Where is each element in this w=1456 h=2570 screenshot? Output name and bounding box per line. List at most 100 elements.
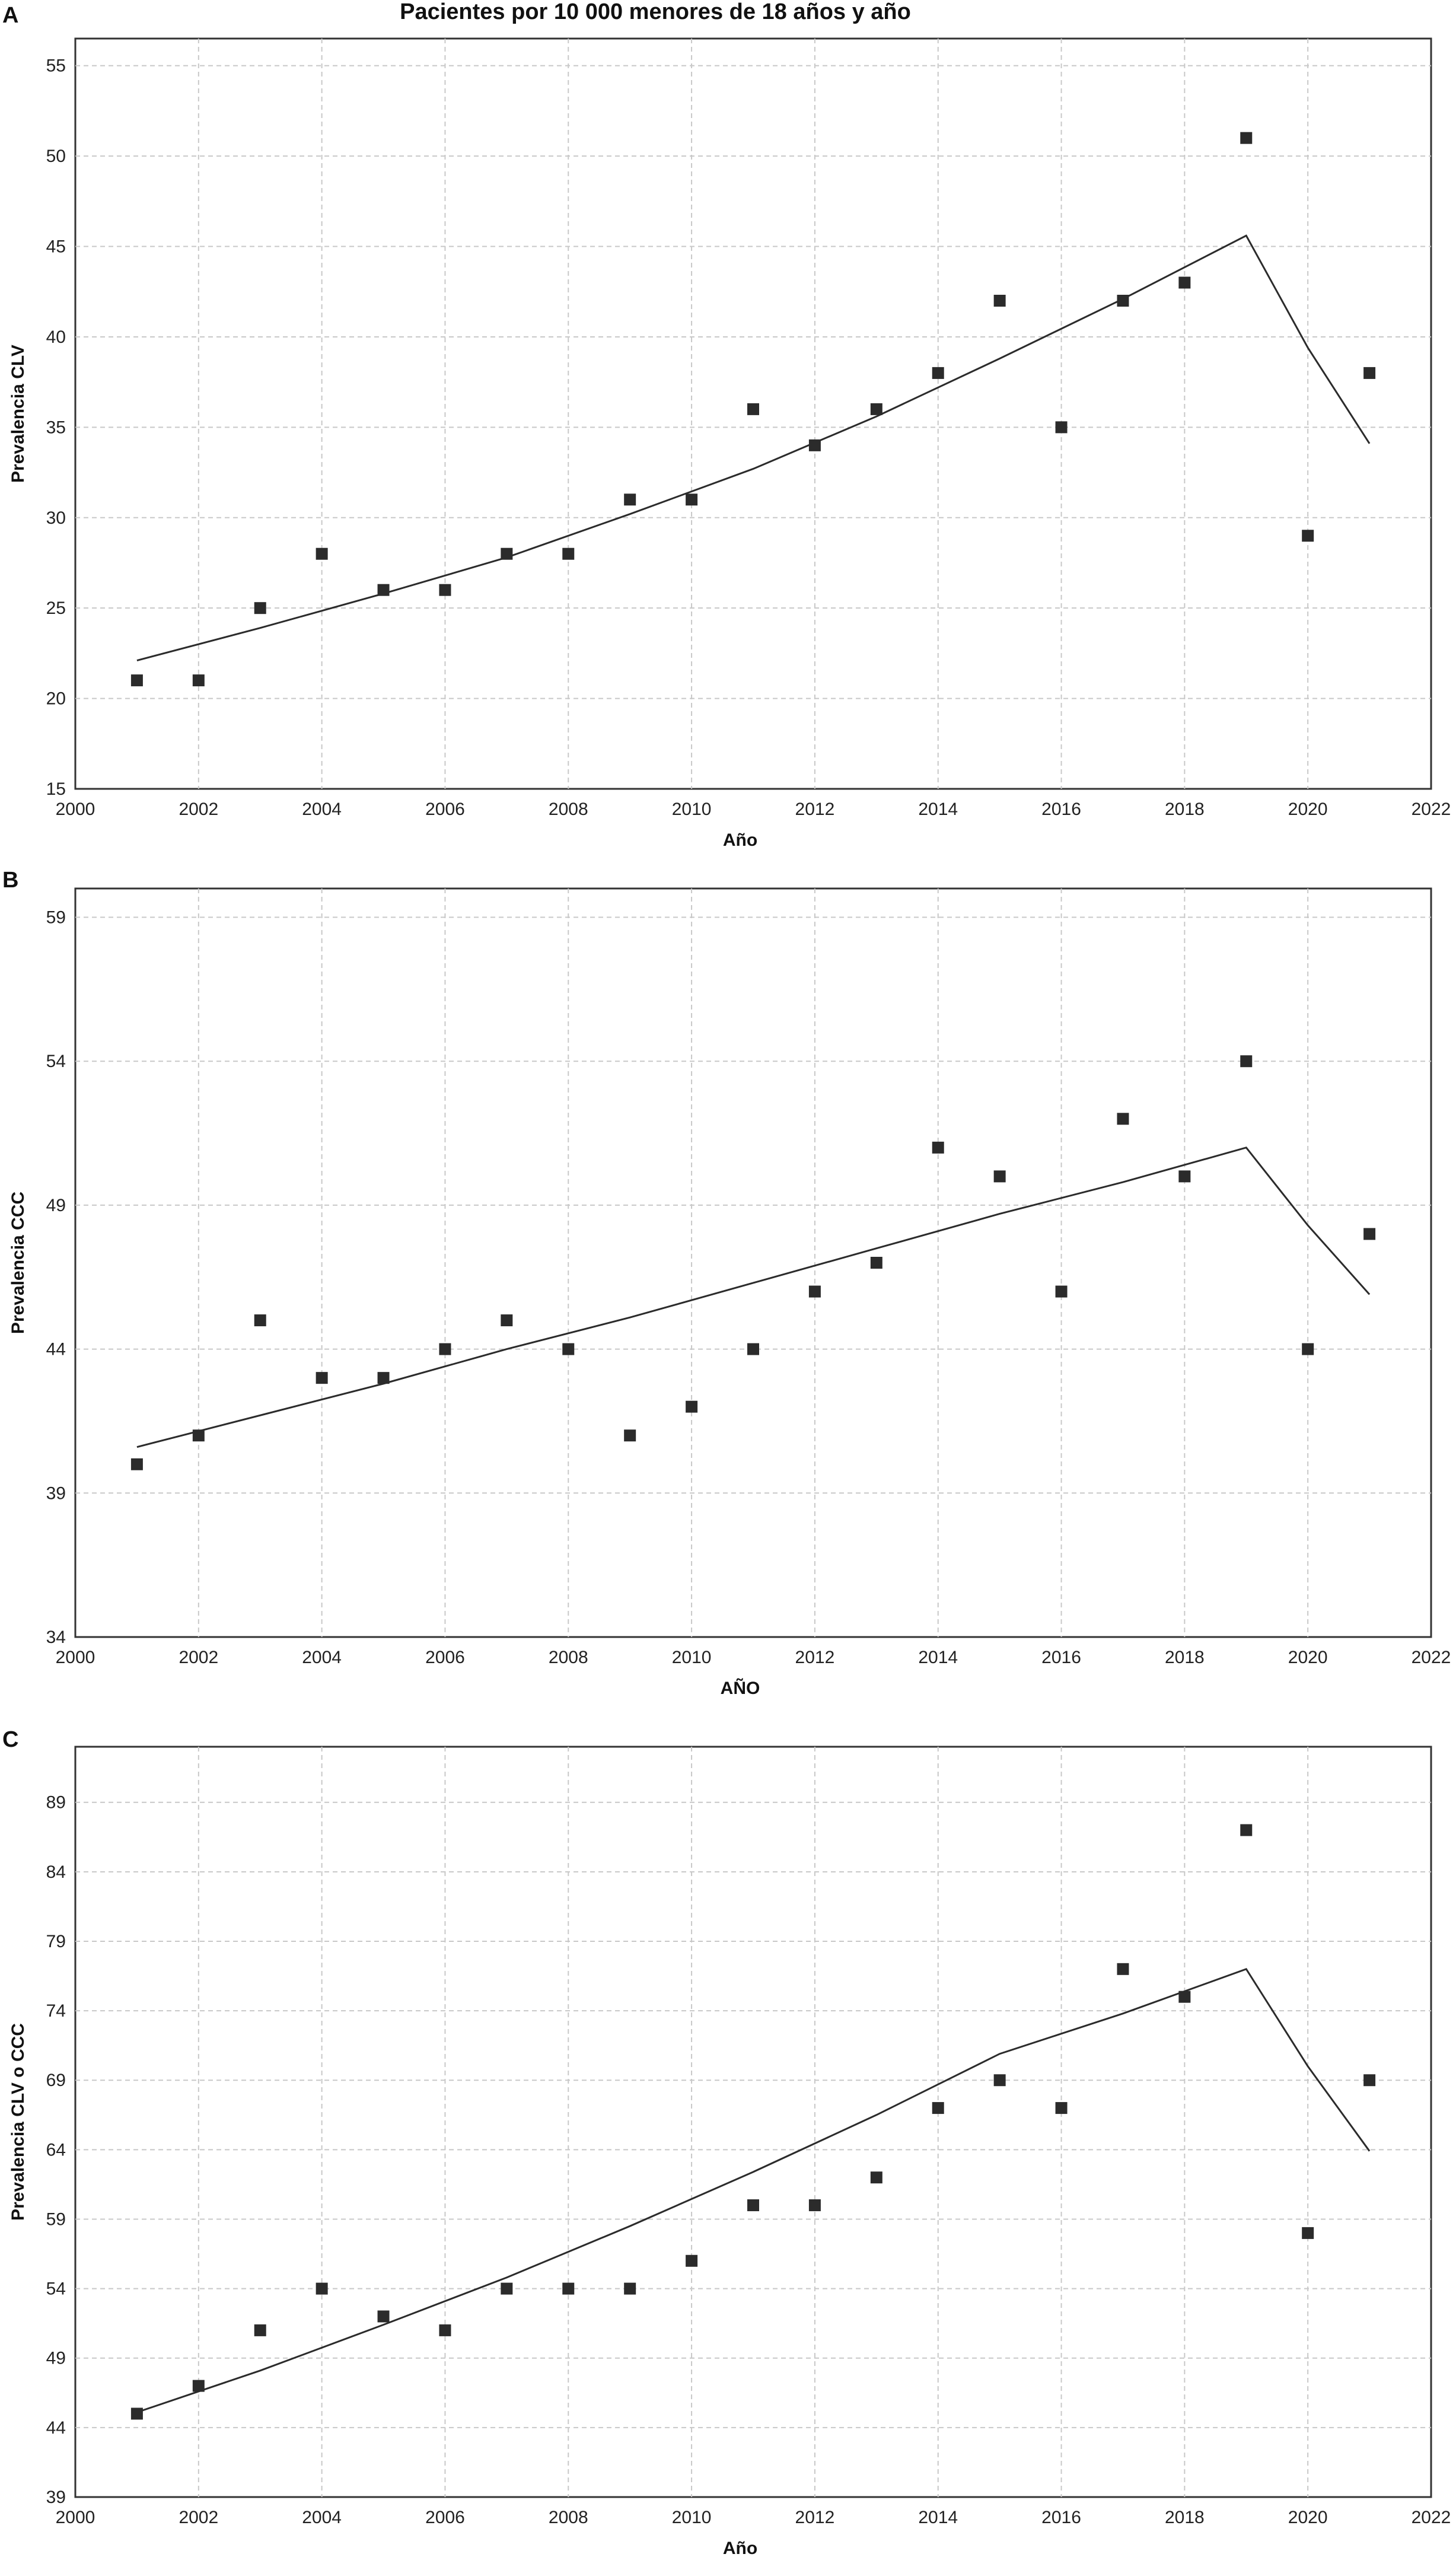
panel-b-y-axis-title: Prevalencia CCC [8, 1192, 28, 1334]
panel-a-x-tick-label: 2014 [918, 800, 958, 819]
panel-c-point-2012 [808, 2199, 821, 2212]
panel-c-point-2002 [192, 2380, 205, 2392]
panel-b-point-2003 [254, 1314, 266, 1327]
panel-a-point-2011 [747, 403, 759, 415]
panel-b-point-2010 [686, 1400, 698, 1413]
panel-b-letter: B [2, 868, 18, 893]
panel-c-point-2016 [1055, 2102, 1068, 2114]
panel-a-y-tick-label: 25 [46, 598, 66, 618]
panel-b-point-2017 [1117, 1113, 1129, 1125]
panel-c-point-2019 [1240, 1824, 1253, 1836]
panel-c-point-2005 [377, 2310, 390, 2323]
panel-c-point-2009 [624, 2282, 636, 2295]
panel-b-point-2009 [624, 1429, 636, 1442]
panel-a-point-2002 [192, 674, 205, 687]
panel-b-point-2004 [316, 1372, 328, 1384]
panel-c-y-tick-label: 74 [46, 2001, 66, 2021]
panel-b-y-tick-label: 44 [46, 1340, 66, 1359]
panel-b-point-2008 [562, 1343, 575, 1355]
panel-a-y-tick-label: 45 [46, 237, 66, 257]
panel-c-y-tick-label: 59 [46, 2209, 66, 2229]
panel-c-point-2004 [316, 2282, 328, 2295]
panel-b-y-tick-label: 39 [46, 1483, 66, 1503]
panel-b-point-2019 [1240, 1055, 1253, 1068]
panel-c-y-tick-label: 69 [46, 2071, 66, 2090]
panel-a-y-tick-label: 15 [46, 779, 66, 799]
panel-a-point-2009 [624, 493, 636, 506]
panel-c-y-tick-label: 49 [46, 2349, 66, 2368]
panel-c-y-tick-label: 44 [46, 2418, 66, 2438]
panel-b-y-tick-label: 49 [46, 1196, 66, 1215]
panel-b-x-tick-label: 2012 [795, 1648, 835, 1667]
panel-c-x-tick-label: 2012 [795, 2508, 835, 2527]
panel-b-point-2007 [501, 1314, 513, 1327]
panel-c-point-2011 [747, 2199, 759, 2212]
panel-b-point-2018 [1178, 1170, 1191, 1183]
panel-a-x-tick-label: 2002 [179, 800, 218, 819]
panel-c-point-2018 [1178, 1991, 1191, 2003]
panel-c-point-2007 [501, 2282, 513, 2295]
panel-c-point-2001 [130, 2407, 143, 2420]
panel-c-point-2013 [870, 2171, 882, 2184]
panel-c-y-tick-label: 64 [46, 2140, 66, 2160]
panel-a-point-2006 [439, 584, 451, 596]
panel-c-x-tick-label: 2008 [549, 2508, 588, 2527]
panel-b-plot-area [74, 887, 1432, 1638]
panel-b-x-tick-label: 2008 [549, 1648, 588, 1667]
panel-b-point-2002 [192, 1429, 205, 1442]
panel-b-x-tick-label: 2022 [1412, 1648, 1451, 1667]
panel-c-point-2006 [439, 2324, 451, 2336]
panel-c-point-2020 [1302, 2227, 1314, 2239]
panel-c-y-tick-label: 79 [46, 1932, 66, 1951]
panel-a-x-tick-label: 2006 [425, 800, 465, 819]
panel-a-x-axis-title: Año [723, 830, 757, 850]
panel-c-point-2017 [1117, 1963, 1129, 1975]
panel-c-y-axis-title: Prevalencia CLV o CCC [8, 2023, 28, 2221]
panel-b: B 2000 2002 2004 2006 2008 2010 2012 2014 2016 201… [2, 868, 1451, 1698]
panel-a-point-2017 [1117, 294, 1129, 307]
panel-c-x-tick-label: 2002 [179, 2508, 218, 2527]
panel-b-point-2013 [870, 1257, 882, 1269]
panel-a-point-2001 [130, 674, 143, 687]
panel-a-point-2013 [870, 403, 882, 415]
panel-c-point-2021 [1363, 2074, 1376, 2087]
panel-a-grid [75, 39, 1431, 789]
panel-a-x-tick-label: 2004 [302, 800, 342, 819]
panel-b-x-tick-label: 2014 [918, 1648, 958, 1667]
panel-a-point-2021 [1363, 367, 1376, 379]
panel-b-point-2015 [993, 1170, 1006, 1183]
panel-b-point-2006 [439, 1343, 451, 1355]
panel-b-x-tick-label: 2010 [672, 1648, 712, 1667]
panel-c-x-tick-label: 2020 [1288, 2508, 1328, 2527]
panel-b-point-2011 [747, 1343, 759, 1355]
panel-c-letter: C [2, 1727, 18, 1752]
panel-c: C 2000 2002 2004 2006 2008 2010 2012 2014 2016 201… [2, 1727, 1451, 2558]
panel-b-x-tick-label: 2020 [1288, 1648, 1328, 1667]
panel-a-point-2004 [316, 547, 328, 560]
panel-b-trend-line [136, 1147, 1371, 1448]
panel-a-y-axis-title: Prevalencia CLV [8, 345, 28, 483]
panel-a-point-2007 [501, 547, 513, 560]
panel-a-letter: A [2, 3, 18, 28]
panel-a-point-2012 [808, 439, 821, 451]
panel-a-point-2018 [1178, 276, 1191, 289]
panel-b-point-2001 [130, 1458, 143, 1470]
panel-c-x-axis-title: Año [723, 2539, 757, 2558]
panel-c-point-2003 [254, 2324, 266, 2336]
panel-b-point-2005 [377, 1372, 390, 1384]
panel-a-point-2008 [562, 547, 575, 560]
main-title: Pacientes por 10 000 menores de 18 años … [400, 0, 911, 24]
panel-b-point-2021 [1363, 1228, 1376, 1240]
panel-c-x-tick-label: 2014 [918, 2508, 958, 2527]
panel-a-x-tick-label: 2016 [1041, 800, 1081, 819]
panel-a-point-2019 [1240, 132, 1253, 144]
panels: A 2000 2002 2004 2006 2008 2010 2012 2014 2016 201… [2, 3, 1451, 2558]
panel-a-x-tick-label: 2000 [56, 800, 95, 819]
panel-a-x-tick-label: 2008 [549, 800, 588, 819]
panel-c-point-2014 [932, 2102, 944, 2114]
panel-c-point-2015 [993, 2074, 1006, 2087]
panel-c-x-tick-label: 2010 [672, 2508, 712, 2527]
panel-c-plot-area [74, 1746, 1432, 2498]
